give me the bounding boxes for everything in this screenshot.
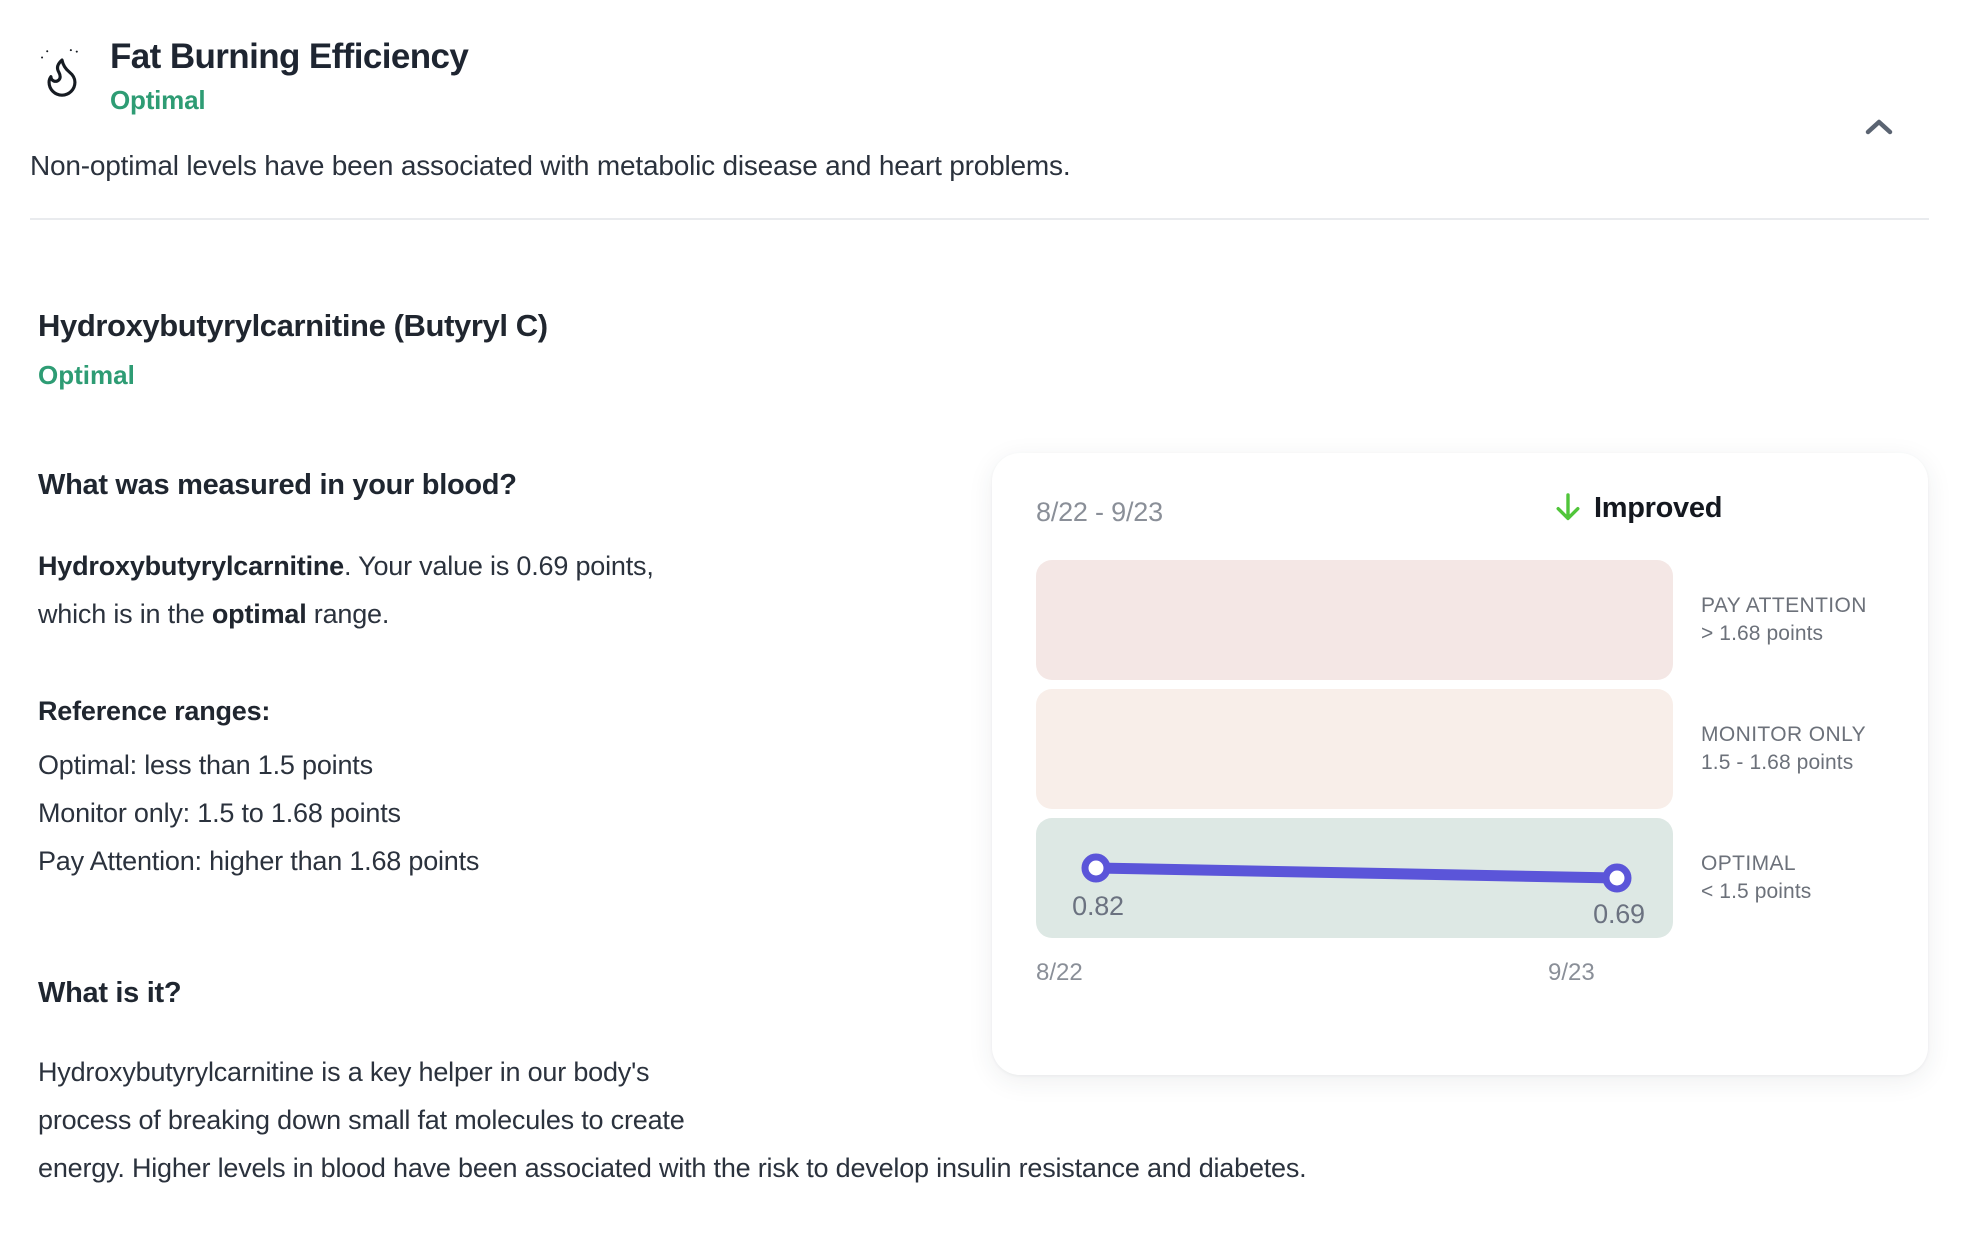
measured-emphasis: optimal [211,598,307,629]
what-is-it-paragraph: Hydroxybutyrylcarnitine is a key helper … [38,1056,1307,1183]
x-tick-1: 9/23 [1548,959,1595,986]
data-point-1 [1602,863,1632,893]
band-label-monitor-only: MONITOR ONLY 1.5 - 1.68 points [1701,689,1867,809]
band-label-pay-attention: PAY ATTENTION > 1.68 points [1701,560,1867,680]
reference-range-pay-attention: Pay Attention: higher than 1.68 points [38,845,480,876]
reference-range-optimal: Optimal: less than 1.5 points [38,749,373,780]
reference-range-monitor: Monitor only: 1.5 to 1.68 points [38,797,401,828]
band-optimal: 0.82 0.69 [1036,818,1673,938]
band-label-optimal: OPTIMAL < 1.5 points [1701,818,1867,938]
data-point-value-0: 0.82 [1072,891,1124,921]
divider [30,217,1929,220]
panel-status-badge: Optimal [110,84,206,115]
measured-heading: What was measured in your blood? [38,468,517,501]
data-point-0 [1081,853,1111,883]
band-monitor-only [1036,689,1673,809]
measured-text-2: range. [306,598,390,629]
trend-label: Improved [1594,491,1723,524]
measured-paragraph: Hydroxybutyrylcarnitine. Your value is 0… [38,542,1929,638]
chart-date-range: 8/22 - 9/23 [1036,497,1163,527]
measured-lead: Hydroxybutyrylcarnitine [38,550,344,581]
biomarker-name: Hydroxybutyrylcarnitine (Butyryl C) [38,307,548,343]
trend-chart-card: 8/22 - 9/23 Improved 0.82 [992,453,1928,1075]
x-axis: 8/22 9/23 [1036,959,1673,989]
panel-header: Fat Burning Efficiency Optimal [30,37,1929,116]
trend-indicator: Improved [1552,491,1722,525]
band-label-range: < 1.5 points [1701,880,1812,903]
page-title: Fat Burning Efficiency [110,37,469,76]
band-pay-attention [1036,560,1673,680]
band-labels-column: PAY ATTENTION > 1.68 points MONITOR ONLY… [1701,560,1867,938]
band-label-range: 1.5 - 1.68 points [1701,751,1854,774]
chevron-up-icon [1865,119,1893,135]
arrow-down-icon [1556,493,1580,521]
chart-header: 8/22 - 9/23 Improved [1036,491,1884,533]
reference-ranges-list: Optimal: less than 1.5 points Monitor on… [38,741,1929,885]
band-label-title: PAY ATTENTION [1701,594,1867,617]
panel-description: Non-optimal levels have been associated … [30,149,1071,181]
band-label-range: > 1.68 points [1701,622,1824,645]
collapse-button[interactable] [1861,112,1897,142]
range-band-chart: 0.82 0.69 PAY ATTENTION > 1.68 points MO… [1036,560,1884,938]
bands-column: 0.82 0.69 [1036,560,1673,938]
reference-ranges-heading: Reference ranges: [38,695,271,726]
flame-icon [38,42,86,104]
biomarker-status-badge: Optimal [38,359,135,390]
band-label-title: OPTIMAL [1701,852,1796,875]
measured-text-1: . Your value is 0.69 points, which is in… [38,550,654,629]
x-tick-0: 8/22 [1036,959,1083,986]
data-point-value-1: 0.69 [1593,899,1645,929]
what-is-it-heading: What is it? [38,976,182,1009]
band-label-title: MONITOR ONLY [1701,723,1867,746]
trend-line [1081,853,1632,893]
